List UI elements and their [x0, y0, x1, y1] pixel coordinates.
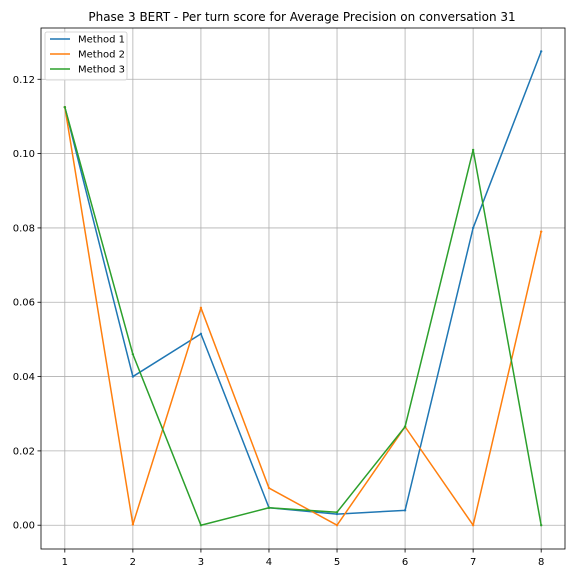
x-tick-label: 3 [198, 557, 204, 568]
y-tick-label: 0.00 [13, 521, 35, 532]
data-point [199, 524, 203, 527]
plot-frame [40, 27, 566, 550]
data-point [267, 486, 271, 490]
x-tick-label: 5 [334, 557, 340, 568]
y-tick-label: 0.06 [13, 298, 35, 309]
y-tick-label: 0.02 [13, 446, 35, 457]
data-point [335, 512, 339, 516]
legend-box [44, 31, 128, 81]
data-point [403, 425, 407, 428]
data-point [539, 524, 543, 527]
x-tick-label: 2 [130, 557, 136, 568]
data-point [335, 511, 339, 514]
axis-ticks: 1 2 3 4 5 6 7 8 0.00 0.02 0.04 0.06 0.08 0.10 0.12 [13, 75, 545, 568]
data-point [131, 375, 135, 378]
data-point [539, 230, 543, 233]
data-point [131, 523, 135, 526]
series-line-3 [63, 106, 543, 527]
data-point [403, 509, 407, 512]
x-tick-label: 8 [538, 557, 544, 568]
data-point [63, 105, 67, 109]
data-point [131, 353, 135, 356]
y-tick-label: 0.12 [13, 75, 35, 86]
y-tick-label: 0.08 [13, 223, 35, 234]
y-tick-label: 0.04 [13, 372, 35, 383]
grid [41, 28, 565, 549]
data-point [199, 332, 203, 336]
data-point [267, 506, 271, 509]
legend: Method 1 Method 2 Method 3 [44, 31, 128, 81]
legend-label: Method 1 [78, 35, 125, 46]
data-point [335, 524, 339, 527]
legend-label: Method 3 [78, 65, 125, 76]
x-tick-label: 7 [470, 557, 476, 568]
data-point [471, 226, 475, 230]
x-tick-label: 6 [402, 557, 408, 568]
series-lines [63, 50, 543, 527]
x-tick-label: 1 [62, 557, 68, 568]
data-point [471, 524, 475, 527]
series-line-2 [63, 106, 543, 526]
data-point [471, 148, 475, 152]
data-point [539, 50, 543, 53]
series-line-1 [63, 50, 543, 515]
chart-title: Phase 3 BERT - Per turn score for Averag… [88, 10, 515, 24]
y-tick-label: 0.10 [13, 149, 35, 160]
plot-area [41, 28, 565, 549]
x-tick-label: 4 [266, 557, 272, 568]
data-point [199, 306, 203, 310]
legend-label: Method 2 [78, 50, 125, 61]
